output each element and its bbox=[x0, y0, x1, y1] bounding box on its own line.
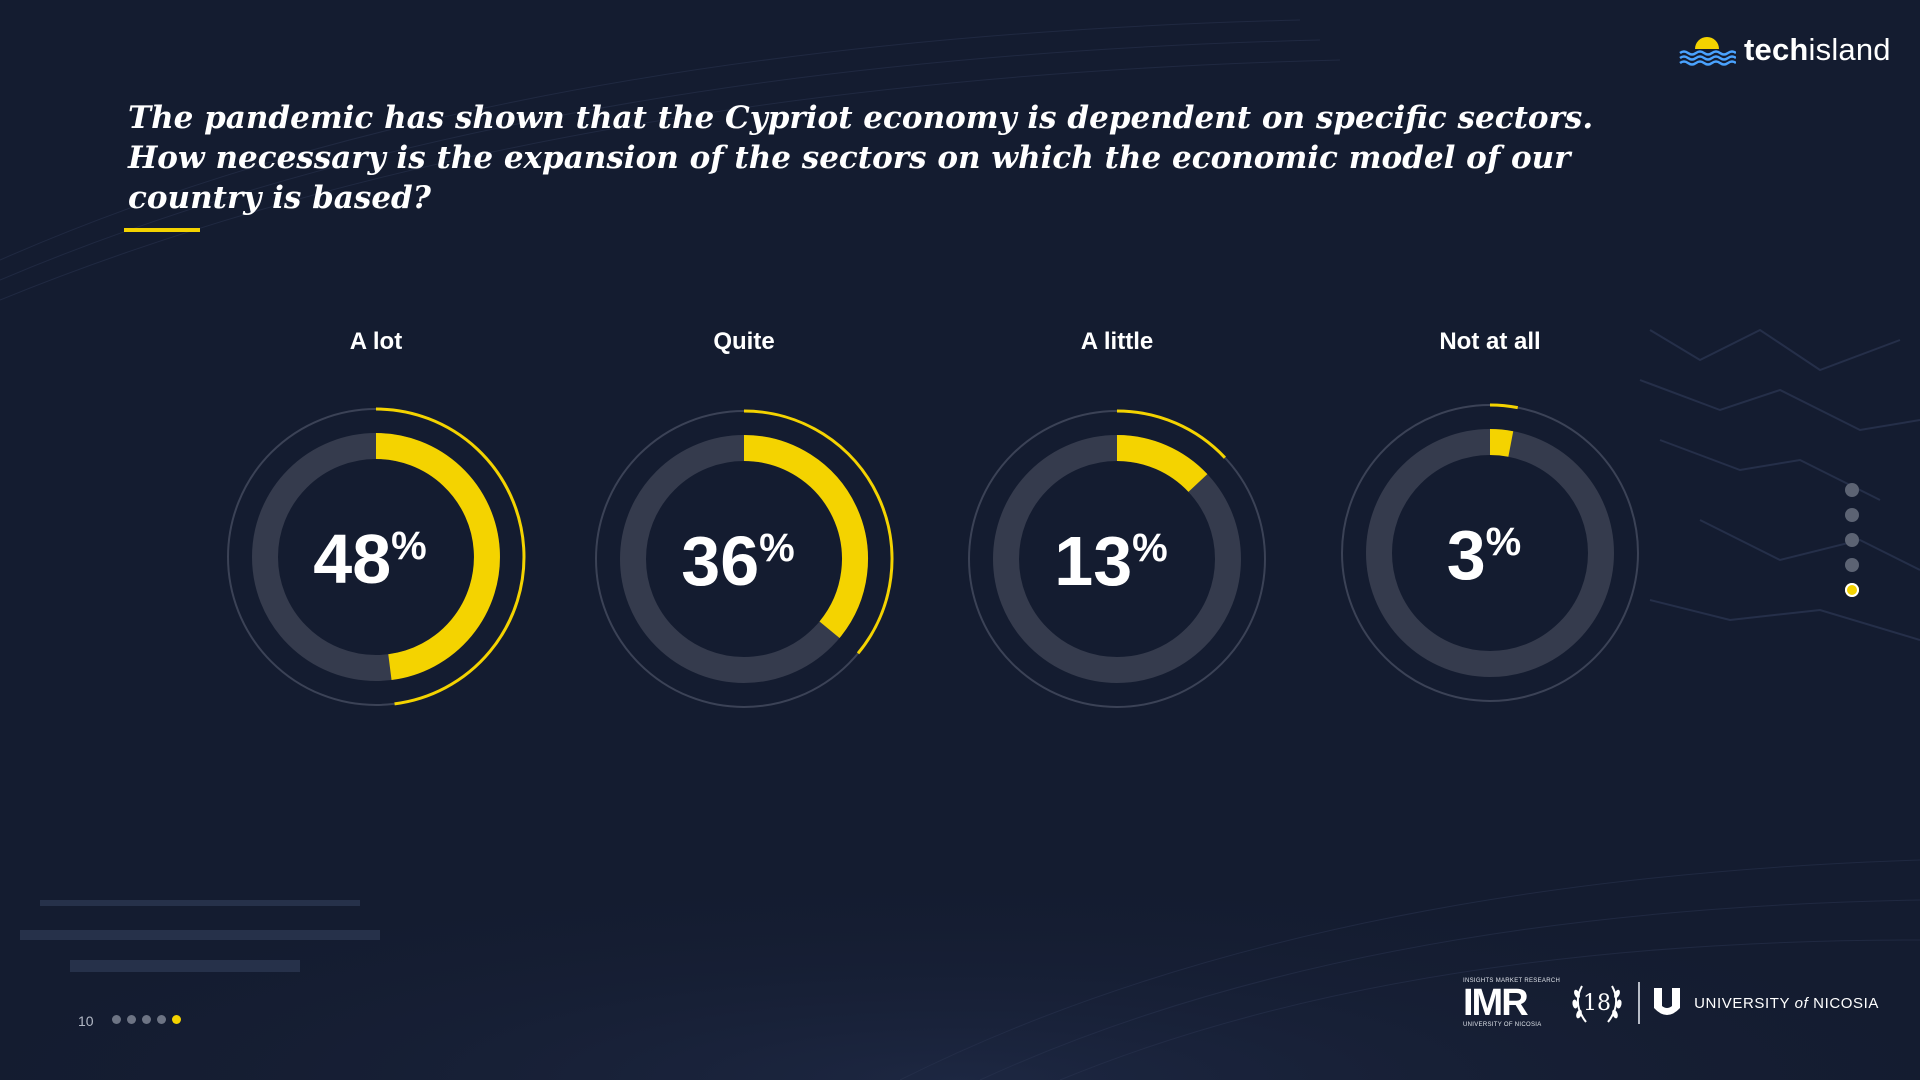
techisland-logo: techisland bbox=[1678, 32, 1891, 68]
page-dot[interactable] bbox=[112, 1015, 121, 1024]
page-dots bbox=[112, 1015, 181, 1024]
university-name: UNIVERSITY of NICOSIA bbox=[1694, 994, 1880, 1012]
imr-logo: INSIGHTS MARKET RESEARCH IMR UNIVERSITY … bbox=[1463, 978, 1560, 1028]
title-underline bbox=[124, 228, 200, 232]
imr-tagline: INSIGHTS MARKET RESEARCH bbox=[1463, 978, 1561, 984]
donut-slice-a-lot bbox=[375, 433, 500, 681]
percent-sign: % bbox=[1132, 526, 1168, 570]
value-label-a-lot: 48% bbox=[313, 520, 426, 598]
donut-not-at-all: 3% bbox=[1341, 403, 1639, 702]
side-dot[interactable] bbox=[1845, 558, 1859, 572]
percent-sign: % bbox=[759, 526, 795, 570]
outer-arc-quite bbox=[743, 409, 894, 655]
value-label-a-little: 13% bbox=[1054, 522, 1167, 600]
donut-slice-not-at-all bbox=[1489, 429, 1514, 457]
donut-slice-a-little bbox=[1116, 435, 1208, 493]
side-dot[interactable] bbox=[1845, 533, 1859, 547]
sun-waves-icon bbox=[1679, 37, 1736, 66]
value-label-quite: 36% bbox=[681, 522, 794, 600]
outer-arc-a-little bbox=[1116, 409, 1226, 459]
donut-a-lot: 48% bbox=[227, 407, 526, 706]
side-dot[interactable] bbox=[1845, 583, 1859, 597]
outer-arc-a-lot bbox=[375, 407, 526, 706]
anniversary-number: 18 bbox=[1583, 991, 1611, 1016]
side-dot[interactable] bbox=[1845, 483, 1859, 497]
page-dot[interactable] bbox=[127, 1015, 136, 1024]
side-pagination bbox=[1845, 483, 1859, 597]
footer-logos: INSIGHTS MARKET RESEARCH IMR UNIVERSITY … bbox=[1463, 978, 1879, 1028]
side-dot[interactable] bbox=[1845, 508, 1859, 522]
footer-divider bbox=[1638, 982, 1641, 1024]
value-label-not-at-all: 3% bbox=[1447, 516, 1522, 594]
donut-a-little: 13% bbox=[968, 409, 1266, 708]
logo-text: techisland bbox=[1744, 32, 1891, 67]
outer-arc-not-at-all bbox=[1489, 403, 1519, 410]
percent-sign: % bbox=[1486, 520, 1522, 564]
imr-sub: UNIVERSITY OF NICOSIA bbox=[1463, 1022, 1542, 1028]
page-dot[interactable] bbox=[157, 1015, 166, 1024]
question-title: The pandemic has shown that the Cypriot … bbox=[128, 100, 1594, 216]
donut-quite: 36% bbox=[595, 409, 894, 708]
university-shield-icon bbox=[1654, 988, 1681, 1015]
page-dot[interactable] bbox=[142, 1015, 151, 1024]
page-dot[interactable] bbox=[172, 1015, 181, 1024]
category-label-a-little: A little bbox=[1080, 328, 1154, 355]
percent-sign: % bbox=[391, 524, 427, 568]
imr-name: IMR bbox=[1463, 982, 1529, 1024]
page-number: 10 bbox=[78, 1013, 94, 1029]
category-label-quite: Quite bbox=[713, 328, 775, 355]
category-label-a-lot: A lot bbox=[349, 328, 403, 355]
donut-slice-quite bbox=[743, 435, 868, 639]
category-label-not-at-all: Not at all bbox=[1439, 328, 1541, 355]
laurel-wreath-icon: 18 bbox=[1572, 985, 1622, 1023]
